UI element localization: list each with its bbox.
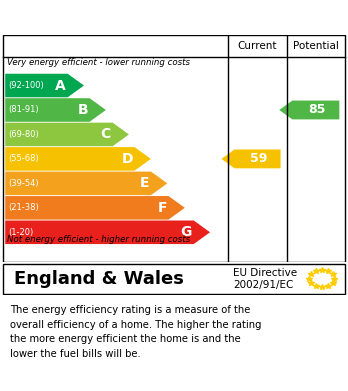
Text: 85: 85 [308, 104, 326, 117]
Polygon shape [221, 149, 280, 168]
Polygon shape [5, 74, 84, 97]
Polygon shape [5, 147, 151, 171]
Text: Current: Current [238, 41, 277, 51]
Polygon shape [5, 196, 185, 220]
Text: 2002/91/EC: 2002/91/EC [233, 280, 293, 290]
Text: (81-91): (81-91) [8, 106, 39, 115]
Text: (55-68): (55-68) [8, 154, 39, 163]
Text: Not energy efficient - higher running costs: Not energy efficient - higher running co… [7, 235, 190, 244]
Polygon shape [5, 221, 210, 244]
Text: (39-54): (39-54) [8, 179, 39, 188]
Text: C: C [101, 127, 111, 142]
Text: The energy efficiency rating is a measure of the
overall efficiency of a home. T: The energy efficiency rating is a measur… [10, 305, 262, 359]
Text: 59: 59 [250, 152, 268, 165]
Text: Energy Efficiency Rating: Energy Efficiency Rating [14, 9, 243, 27]
Text: (92-100): (92-100) [8, 81, 44, 90]
Polygon shape [5, 98, 106, 122]
Text: B: B [77, 103, 88, 117]
Polygon shape [5, 172, 167, 195]
Text: A: A [55, 79, 66, 93]
Text: Potential: Potential [293, 41, 339, 51]
Polygon shape [279, 100, 339, 119]
Text: EU Directive: EU Directive [233, 267, 297, 278]
Text: England & Wales: England & Wales [14, 269, 184, 288]
Text: (21-38): (21-38) [8, 203, 39, 212]
Text: (69-80): (69-80) [8, 130, 39, 139]
Text: Very energy efficient - lower running costs: Very energy efficient - lower running co… [7, 58, 190, 67]
Text: (1-20): (1-20) [8, 228, 33, 237]
Text: D: D [121, 152, 133, 166]
Text: G: G [181, 225, 192, 239]
Text: F: F [157, 201, 167, 215]
Polygon shape [5, 123, 129, 146]
Text: E: E [140, 176, 149, 190]
